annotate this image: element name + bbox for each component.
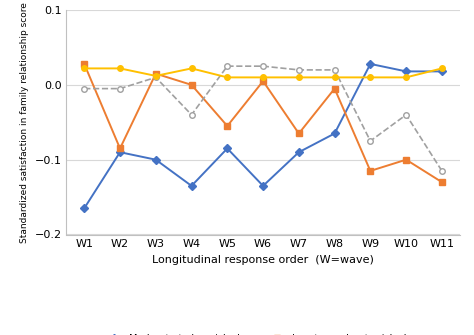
Low to moderate risk class: [225, 124, 230, 128]
Stable moderate risk class: [439, 169, 445, 173]
Moderate to low risk class: [153, 158, 159, 162]
Low to moderate risk class: [82, 62, 87, 66]
Low to moderate risk class: [153, 72, 159, 76]
Low to moderate risk class: [403, 158, 409, 162]
Moderate to low risk class: [117, 150, 123, 154]
Stable low risk class: [439, 66, 445, 70]
Line: Moderate to low risk class: Moderate to low risk class: [82, 61, 445, 211]
Low to moderate risk class: [117, 146, 123, 150]
Moderate to low risk class: [296, 150, 301, 154]
Line: Low to moderate risk class: Low to moderate risk class: [82, 61, 445, 185]
Stable low risk class: [367, 75, 373, 79]
Stable low risk class: [332, 75, 337, 79]
Low to moderate risk class: [296, 131, 301, 135]
Stable low risk class: [153, 74, 159, 78]
Low to moderate risk class: [189, 83, 194, 87]
Stable moderate risk class: [296, 68, 301, 72]
Moderate to low risk class: [403, 69, 409, 73]
Stable low risk class: [260, 75, 266, 79]
Stable low risk class: [82, 66, 87, 70]
Stable moderate risk class: [153, 75, 159, 79]
Stable moderate risk class: [332, 68, 337, 72]
Moderate to low risk class: [367, 62, 373, 66]
Stable moderate risk class: [260, 64, 266, 68]
Stable low risk class: [117, 66, 123, 70]
Moderate to low risk class: [82, 206, 87, 210]
Stable low risk class: [403, 75, 409, 79]
Stable moderate risk class: [403, 113, 409, 117]
Stable moderate risk class: [367, 139, 373, 143]
Stable moderate risk class: [225, 64, 230, 68]
X-axis label: Longitudinal response order  (W=wave): Longitudinal response order (W=wave): [152, 255, 374, 265]
Stable moderate risk class: [117, 87, 123, 91]
Moderate to low risk class: [189, 184, 194, 188]
Low to moderate risk class: [367, 169, 373, 173]
Moderate to low risk class: [225, 146, 230, 150]
Low to moderate risk class: [439, 180, 445, 184]
Moderate to low risk class: [332, 131, 337, 135]
Stable low risk class: [225, 75, 230, 79]
Low to moderate risk class: [332, 87, 337, 91]
Moderate to low risk class: [439, 69, 445, 73]
Moderate to low risk class: [260, 184, 266, 188]
Legend: Moderate to low risk class, Stable moderate risk class, Low to moderate risk cla: Moderate to low risk class, Stable moder…: [104, 334, 422, 335]
Stable moderate risk class: [82, 87, 87, 91]
Stable low risk class: [189, 66, 194, 70]
Stable low risk class: [296, 75, 301, 79]
Stable moderate risk class: [189, 113, 194, 117]
Y-axis label: Standardized satisfaction in family relationship score: Standardized satisfaction in family rela…: [20, 2, 29, 243]
Line: Stable low risk class: Stable low risk class: [82, 66, 445, 80]
Line: Stable moderate risk class: Stable moderate risk class: [82, 63, 445, 174]
Low to moderate risk class: [260, 79, 266, 83]
